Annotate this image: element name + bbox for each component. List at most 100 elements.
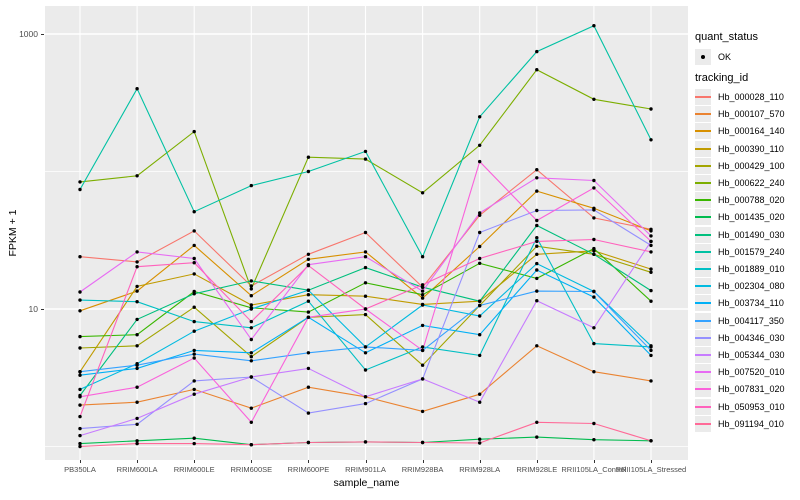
line-swatch-icon (695, 388, 711, 391)
data-point (478, 213, 482, 217)
data-point (135, 174, 139, 178)
data-point (192, 379, 196, 383)
data-point (192, 319, 196, 324)
data-point (135, 400, 139, 404)
line-swatch-icon (695, 336, 711, 339)
legend-item-label: Hb_002304_080 (718, 281, 785, 292)
data-point (592, 341, 596, 346)
data-point (78, 255, 82, 259)
line-swatch-icon (695, 199, 711, 202)
data-point (192, 243, 196, 248)
data-point (592, 24, 596, 28)
legend-key-box (695, 295, 711, 312)
legend-key-box (695, 278, 711, 295)
line-swatch-icon (695, 113, 711, 116)
legend-key-box (695, 312, 711, 329)
data-point (306, 155, 311, 159)
data-point (420, 377, 425, 381)
data-point (363, 265, 368, 270)
data-point (420, 348, 425, 353)
data-point (420, 191, 425, 195)
data-point (249, 287, 253, 291)
x-tick-mark (251, 460, 253, 463)
data-point (192, 292, 196, 296)
data-point (363, 294, 368, 298)
data-point (249, 183, 253, 188)
data-point (649, 243, 653, 248)
data-point (249, 319, 253, 324)
data-point (78, 334, 82, 339)
legend-title-tracking-id: tracking_id (695, 72, 749, 84)
data-point (649, 299, 653, 303)
data-point (535, 49, 539, 54)
data-point (249, 279, 253, 283)
data-point (363, 149, 368, 154)
legend-item-label: Hb_004117_350 (718, 315, 784, 326)
line-swatch-icon (695, 182, 711, 184)
point-marker-icon (701, 55, 705, 59)
data-point (535, 223, 539, 228)
data-point (306, 252, 311, 256)
data-point (478, 115, 482, 119)
data-point (592, 186, 596, 190)
line-swatch-icon (695, 354, 711, 356)
data-point (592, 370, 596, 374)
data-point (306, 366, 311, 371)
data-point (135, 416, 139, 421)
legend-item-label: Hb_000429_100 (718, 160, 785, 171)
data-point (78, 290, 82, 294)
data-point (535, 289, 539, 293)
data-point (306, 288, 311, 292)
data-point (249, 284, 253, 288)
data-point (363, 250, 368, 254)
legend-item-label: Hb_007831_020 (718, 384, 785, 395)
data-point (135, 441, 139, 446)
x-tick-mark (365, 460, 367, 463)
x-tick-label-RRIM600PE: RRIM600PE (287, 465, 330, 474)
data-point (363, 255, 368, 259)
data-point (420, 285, 425, 289)
legend-item-label: Hb_003734_110 (718, 298, 784, 309)
data-point (135, 260, 139, 264)
data-point (535, 168, 539, 172)
data-point (478, 244, 482, 249)
data-point (78, 346, 82, 350)
x-tick-label-RRIM600LE: RRIM600LE (173, 465, 215, 474)
data-point (192, 256, 196, 261)
legend-key-box (695, 226, 711, 243)
legend-key-box (695, 261, 711, 277)
legend-key-box (695, 140, 711, 157)
legend-item-label: Hb_007520_010 (718, 367, 785, 378)
data-point (535, 435, 539, 439)
legend-item-label: Hb_000107_570 (718, 109, 785, 120)
legend-key-box (695, 243, 711, 260)
legend-key-box (695, 175, 711, 191)
data-point (249, 375, 253, 379)
data-point (78, 403, 82, 407)
legend-key-box (695, 364, 711, 381)
data-point (535, 261, 539, 266)
data-point (135, 250, 139, 254)
data-point (192, 352, 196, 356)
data-point (192, 129, 196, 134)
data-point (135, 439, 139, 443)
data-point (135, 366, 139, 371)
data-point (249, 351, 253, 355)
data-point (135, 300, 139, 304)
data-point (78, 180, 82, 184)
data-point (535, 208, 539, 213)
data-point (306, 385, 311, 389)
line-swatch-icon (695, 319, 711, 322)
data-point (420, 363, 425, 367)
data-point (592, 438, 596, 442)
data-point (478, 392, 482, 396)
x-tick-label-PB350LA: PB350LA (64, 465, 96, 474)
legend-key-box (695, 381, 711, 398)
data-point (535, 299, 539, 303)
data-point (420, 255, 425, 259)
data-point (592, 208, 596, 212)
data-point (420, 345, 425, 349)
x-tick-label-RRII105LA_Stressed: RRII105LA_Stressed (615, 465, 687, 474)
data-point (420, 293, 425, 297)
data-point (649, 234, 653, 238)
